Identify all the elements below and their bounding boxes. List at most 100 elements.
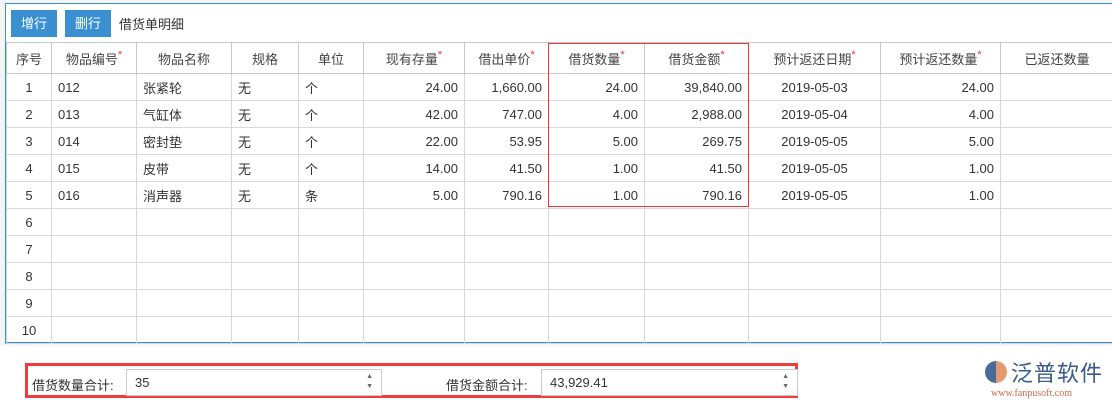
- table-cell[interactable]: 5.00: [548, 127, 645, 155]
- table-cell[interactable]: [1000, 208, 1112, 236]
- table-cell[interactable]: 015: [51, 154, 137, 182]
- table-cell[interactable]: 014: [51, 127, 137, 155]
- table-cell[interactable]: [51, 208, 137, 236]
- table-cell[interactable]: 24.00: [880, 73, 1001, 101]
- table-cell[interactable]: 790.16: [644, 181, 749, 209]
- table-cell[interactable]: [136, 235, 232, 263]
- table-cell[interactable]: 1.00: [548, 154, 645, 182]
- table-cell[interactable]: [363, 262, 465, 290]
- table-cell[interactable]: 5.00: [363, 181, 465, 209]
- table-cell[interactable]: [880, 235, 1001, 263]
- table-cell[interactable]: 4: [6, 154, 52, 182]
- table-cell[interactable]: [136, 289, 232, 317]
- table-cell[interactable]: 无: [231, 73, 299, 101]
- table-row[interactable]: 6: [6, 208, 1112, 236]
- table-cell[interactable]: [1000, 100, 1112, 128]
- table-cell[interactable]: 7: [6, 235, 52, 263]
- table-cell[interactable]: 1.00: [548, 181, 645, 209]
- column-header[interactable]: 规格: [231, 42, 299, 74]
- column-header[interactable]: 已返还数量: [1000, 42, 1112, 74]
- table-cell[interactable]: 气缸体: [136, 100, 232, 128]
- table-cell[interactable]: [363, 289, 465, 317]
- table-cell[interactable]: 41.50: [464, 154, 549, 182]
- table-cell[interactable]: [136, 316, 232, 344]
- table-cell[interactable]: [1000, 262, 1112, 290]
- table-cell[interactable]: [748, 262, 881, 290]
- table-cell[interactable]: [644, 208, 749, 236]
- table-cell[interactable]: [363, 208, 465, 236]
- table-cell[interactable]: [748, 316, 881, 344]
- column-header[interactable]: 序号: [6, 42, 52, 74]
- table-cell[interactable]: [298, 208, 364, 236]
- table-cell[interactable]: 个: [298, 73, 364, 101]
- table-cell[interactable]: 10: [6, 316, 52, 344]
- table-cell[interactable]: 9: [6, 289, 52, 317]
- table-cell[interactable]: 5.00: [880, 127, 1001, 155]
- table-cell[interactable]: 消声器: [136, 181, 232, 209]
- table-cell[interactable]: [880, 316, 1001, 344]
- column-header[interactable]: 借货数量*: [548, 42, 645, 74]
- column-header[interactable]: 现有存量*: [363, 42, 465, 74]
- table-cell[interactable]: 2: [6, 100, 52, 128]
- table-cell[interactable]: 条: [298, 181, 364, 209]
- delete-row-button[interactable]: 删行: [65, 10, 112, 37]
- table-cell[interactable]: [231, 235, 299, 263]
- table-cell[interactable]: 张紧轮: [136, 73, 232, 101]
- column-header[interactable]: 物品编号*: [51, 42, 137, 74]
- table-cell[interactable]: [644, 289, 749, 317]
- table-cell[interactable]: 6: [6, 208, 52, 236]
- table-cell[interactable]: [1000, 235, 1112, 263]
- column-header[interactable]: 预计返还日期*: [748, 42, 881, 74]
- table-cell[interactable]: [548, 208, 645, 236]
- table-row[interactable]: 7: [6, 235, 1112, 263]
- table-cell[interactable]: 016: [51, 181, 137, 209]
- table-cell[interactable]: 790.16: [464, 181, 549, 209]
- table-cell[interactable]: 24.00: [363, 73, 465, 101]
- table-cell[interactable]: 42.00: [363, 100, 465, 128]
- table-cell[interactable]: 013: [51, 100, 137, 128]
- spinner-icon[interactable]: ▲ ▼: [366, 373, 373, 390]
- table-cell[interactable]: 密封垫: [136, 127, 232, 155]
- table-cell[interactable]: [231, 316, 299, 344]
- table-cell[interactable]: [464, 262, 549, 290]
- table-cell[interactable]: [136, 262, 232, 290]
- table-cell[interactable]: [464, 208, 549, 236]
- table-cell[interactable]: 2019-05-05: [748, 181, 881, 209]
- qty-total-input[interactable]: 35 ▲ ▼: [126, 369, 382, 396]
- table-cell[interactable]: [1000, 289, 1112, 317]
- table-cell[interactable]: 个: [298, 100, 364, 128]
- table-cell[interactable]: 1: [6, 73, 52, 101]
- table-cell[interactable]: 4.00: [880, 100, 1001, 128]
- table-cell[interactable]: [298, 235, 364, 263]
- table-cell[interactable]: 53.95: [464, 127, 549, 155]
- table-row[interactable]: 1 012 张紧轮无个 24.00 1,660.00 24.00 39,840.00 2019…: [6, 73, 1112, 101]
- table-cell[interactable]: 14.00: [363, 154, 465, 182]
- table-cell[interactable]: [363, 316, 465, 344]
- table-row[interactable]: 3 014 密封垫无个 22.00 53.95 5.00 269.75 2019-05-05 5…: [6, 127, 1112, 155]
- table-cell[interactable]: 24.00: [548, 73, 645, 101]
- table-cell[interactable]: [464, 289, 549, 317]
- table-cell[interactable]: [1000, 181, 1112, 209]
- table-cell[interactable]: [51, 289, 137, 317]
- table-cell[interactable]: [136, 208, 232, 236]
- table-cell[interactable]: [298, 289, 364, 317]
- table-cell[interactable]: 2019-05-04: [748, 100, 881, 128]
- table-cell[interactable]: 无: [231, 181, 299, 209]
- table-cell[interactable]: [880, 208, 1001, 236]
- table-cell[interactable]: 5: [6, 181, 52, 209]
- table-cell[interactable]: [548, 316, 645, 344]
- table-cell[interactable]: [231, 289, 299, 317]
- amount-total-input[interactable]: 43,929.41 ▲ ▼: [541, 369, 798, 396]
- spinner-icon[interactable]: ▲ ▼: [782, 373, 789, 390]
- table-cell[interactable]: [1000, 127, 1112, 155]
- table-cell[interactable]: [548, 289, 645, 317]
- table-cell[interactable]: [548, 262, 645, 290]
- table-row[interactable]: 4 015 皮带无个 14.00 41.50 1.00 41.50 2019-05-05 1.0…: [6, 154, 1112, 182]
- table-cell[interactable]: [51, 316, 137, 344]
- table-cell[interactable]: [231, 262, 299, 290]
- column-header[interactable]: 借货金额*: [644, 42, 749, 74]
- table-cell[interactable]: 无: [231, 100, 299, 128]
- table-cell[interactable]: 39,840.00: [644, 73, 749, 101]
- table-cell[interactable]: 1,660.00: [464, 73, 549, 101]
- table-cell[interactable]: [1000, 73, 1112, 101]
